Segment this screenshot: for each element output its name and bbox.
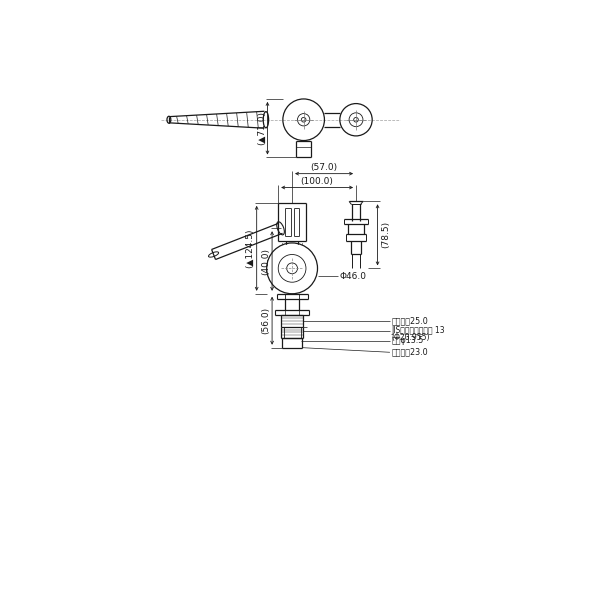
Text: Φ46.0: Φ46.0 xyxy=(340,272,367,281)
Text: 六角対辺25.0: 六角対辺25.0 xyxy=(391,316,428,325)
Text: (40.0): (40.0) xyxy=(262,248,271,275)
Text: (Φ20.955): (Φ20.955) xyxy=(391,333,430,342)
Text: 内径φ13.5: 内径φ13.5 xyxy=(391,336,424,345)
Text: (56.0): (56.0) xyxy=(262,307,271,334)
Text: JIS給水栓差付ねじ 13: JIS給水栓差付ねじ 13 xyxy=(391,326,445,335)
Text: 六角対辺23.0: 六角対辺23.0 xyxy=(391,348,428,357)
Text: (78.5): (78.5) xyxy=(381,221,390,248)
Text: (▲124.5): (▲124.5) xyxy=(245,229,254,268)
Text: (▲71.0): (▲71.0) xyxy=(257,111,266,145)
Text: (100.0): (100.0) xyxy=(301,177,334,186)
Text: (57.0): (57.0) xyxy=(310,163,338,172)
